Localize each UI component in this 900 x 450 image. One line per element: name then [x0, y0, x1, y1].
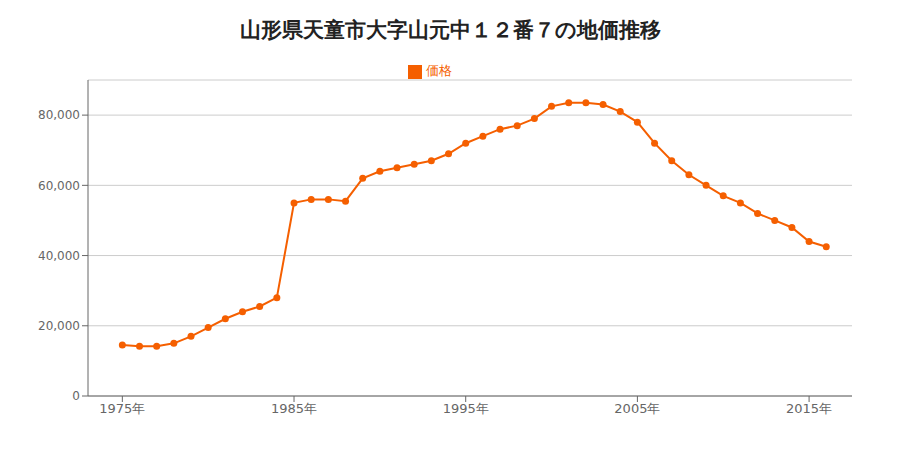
- html-text:山形県天童市大字山元中１２番７の地価推移: 山形県天童市大字山元中１２番７の地価推移: [239, 18, 661, 42]
- svg-text:1995年: 1995年: [443, 401, 489, 416]
- svg-text:2005年: 2005年: [614, 401, 660, 416]
- svg-text:80,000: 80,000: [38, 108, 80, 122]
- svg-text:20,000: 20,000: [38, 319, 80, 333]
- svg-text:0: 0: [72, 389, 80, 403]
- svg-text:60,000: 60,000: [38, 179, 80, 193]
- html-text:価格: 価格: [426, 63, 452, 78]
- svg-text:2015年: 2015年: [786, 401, 832, 416]
- svg-text:1975年: 1975年: [99, 401, 145, 416]
- svg-text:1985年: 1985年: [271, 401, 317, 416]
- svg-text:40,000: 40,000: [38, 249, 80, 263]
